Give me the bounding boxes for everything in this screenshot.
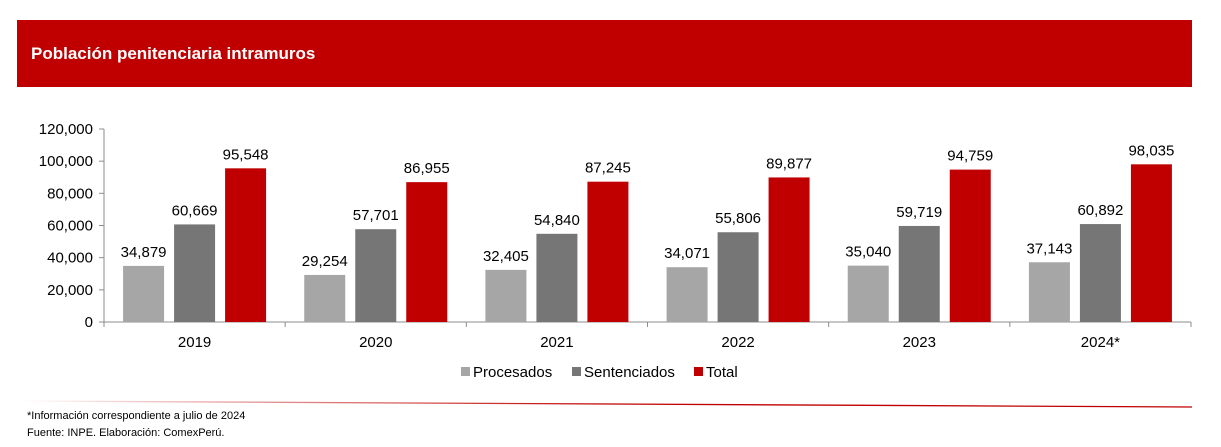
data-label: 98,035 xyxy=(1128,142,1174,159)
bar-procesados xyxy=(1028,262,1070,322)
title-banner: Población penitenciaria intramuros xyxy=(17,20,1192,87)
data-label: 60,669 xyxy=(172,202,218,219)
data-label: 94,759 xyxy=(947,148,993,165)
y-tick-label: 120,000 xyxy=(39,121,93,138)
bar-sentenciados xyxy=(355,229,397,322)
bar-total xyxy=(768,177,810,322)
data-label: 60,892 xyxy=(1077,202,1123,219)
data-label: 95,548 xyxy=(223,146,269,163)
bar-total xyxy=(1130,164,1172,322)
legend-swatch xyxy=(461,367,470,376)
data-label: 87,245 xyxy=(585,160,631,177)
y-tick-label: 80,000 xyxy=(47,185,93,202)
y-tick-label: 40,000 xyxy=(47,250,93,267)
bar-procesados xyxy=(304,274,346,322)
footnote-note: *Información correspondiente a julio de … xyxy=(27,410,246,422)
x-tick-label: 2021 xyxy=(540,334,573,351)
bar-procesados xyxy=(123,265,165,322)
y-tick-label: 0 xyxy=(85,314,93,331)
x-tick-label: 2019 xyxy=(178,334,211,351)
data-label: 37,143 xyxy=(1026,240,1072,257)
bar-total xyxy=(225,168,267,322)
legend-swatch xyxy=(572,367,581,376)
data-label: 34,071 xyxy=(664,245,710,262)
data-label: 34,879 xyxy=(121,244,167,261)
bar-total xyxy=(949,169,991,322)
data-label: 35,040 xyxy=(845,244,891,261)
x-tick-label: 2023 xyxy=(903,334,936,351)
y-tick-label: 100,000 xyxy=(39,153,93,170)
legend-swatch xyxy=(694,367,703,376)
data-label: 57,701 xyxy=(353,207,399,224)
bar-procesados xyxy=(485,269,527,322)
y-tick-label: 20,000 xyxy=(47,282,93,299)
footnote-source: Fuente: INPE. Elaboración: ComexPerú. xyxy=(27,427,225,439)
bar-procesados xyxy=(666,267,708,322)
bar-sentenciados xyxy=(536,233,578,322)
bar-procesados xyxy=(847,265,889,322)
data-label: 29,254 xyxy=(302,253,348,270)
legend-label: Procesados xyxy=(473,364,552,381)
legend-label: Total xyxy=(706,364,738,381)
chart-title: Población penitenciaria intramuros xyxy=(31,44,316,63)
data-label: 55,806 xyxy=(715,210,761,227)
data-label: 54,840 xyxy=(534,212,580,229)
data-label: 89,877 xyxy=(766,155,812,172)
y-tick-label: 60,000 xyxy=(47,218,93,235)
x-tick-label: 2020 xyxy=(359,334,392,351)
x-tick-label: 2024* xyxy=(1081,334,1120,351)
legend-label: Sentenciados xyxy=(584,364,675,381)
bar-sentenciados xyxy=(174,224,216,322)
bar-sentenciados xyxy=(1079,224,1121,322)
data-label: 86,955 xyxy=(404,160,450,177)
data-label: 59,719 xyxy=(896,204,942,221)
x-tick-label: 2022 xyxy=(721,334,754,351)
data-label: 32,405 xyxy=(483,248,529,265)
bar-sentenciados xyxy=(898,225,940,322)
bar-sentenciados xyxy=(717,232,759,322)
bar-total xyxy=(406,182,448,322)
bar-total xyxy=(587,181,629,322)
